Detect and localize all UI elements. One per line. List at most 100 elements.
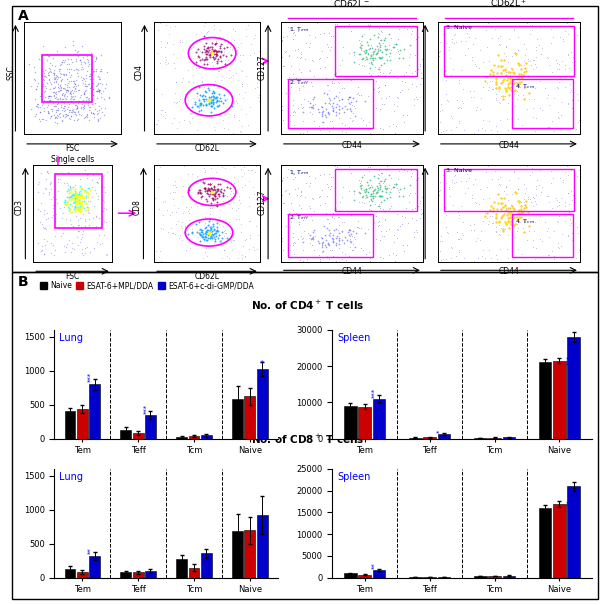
Point <box>76 174 85 184</box>
Point <box>483 18 493 28</box>
Point <box>59 90 69 100</box>
Point <box>158 197 168 207</box>
Point <box>496 199 506 209</box>
Point <box>211 200 221 210</box>
Point <box>437 237 447 246</box>
Point <box>521 44 531 54</box>
Text: CD62L$^-$: CD62L$^-$ <box>333 0 371 8</box>
Point <box>206 231 216 241</box>
Point <box>365 68 374 78</box>
Point <box>173 97 182 107</box>
Point <box>506 67 515 76</box>
Point <box>506 82 516 91</box>
Point <box>84 94 94 103</box>
Point <box>374 65 384 74</box>
Point <box>493 83 503 93</box>
Point <box>50 213 60 223</box>
Point <box>239 162 248 171</box>
Point <box>523 54 533 64</box>
Point <box>289 70 298 79</box>
Point <box>81 198 91 208</box>
Point <box>243 21 253 30</box>
Point <box>538 182 547 192</box>
Point <box>481 167 491 177</box>
Point <box>512 78 522 88</box>
Point <box>246 165 256 175</box>
Point <box>89 84 98 94</box>
Point <box>57 94 67 104</box>
Point <box>288 174 298 184</box>
Point <box>496 41 506 50</box>
Point <box>397 76 406 86</box>
Point <box>348 245 358 255</box>
Point <box>35 107 45 117</box>
Point <box>362 192 371 201</box>
Point <box>497 77 507 87</box>
Point <box>380 215 390 224</box>
Point <box>80 79 90 89</box>
Point <box>228 44 237 53</box>
Point <box>564 71 574 81</box>
Point <box>85 102 94 112</box>
Point <box>214 191 223 201</box>
Point <box>201 243 211 253</box>
Point <box>365 53 375 62</box>
Point <box>62 239 71 249</box>
Point <box>219 231 228 241</box>
Point <box>554 59 564 69</box>
Point <box>305 203 315 212</box>
Point <box>358 53 368 63</box>
Point <box>198 229 208 238</box>
Point <box>83 243 92 252</box>
Point <box>364 166 373 175</box>
Point <box>39 204 49 214</box>
Point <box>57 105 66 115</box>
Point <box>194 188 204 197</box>
Point <box>347 246 356 255</box>
Point <box>204 183 213 193</box>
Point <box>329 79 339 88</box>
Point <box>397 211 406 221</box>
Point <box>64 82 74 92</box>
Point <box>453 71 463 81</box>
Point <box>298 106 308 116</box>
Point <box>495 98 505 108</box>
Point <box>71 203 81 212</box>
Point <box>76 110 85 120</box>
Point <box>364 183 374 193</box>
Point <box>218 190 228 200</box>
Point <box>512 220 522 229</box>
Point <box>496 213 506 223</box>
Point <box>59 83 69 93</box>
Point <box>290 31 300 41</box>
Point <box>571 125 580 134</box>
Point <box>104 93 114 103</box>
Point <box>201 94 211 103</box>
Point <box>334 243 344 252</box>
Point <box>210 190 219 200</box>
Point <box>216 47 226 57</box>
Point <box>303 228 313 238</box>
Point <box>304 30 314 40</box>
Point <box>315 170 324 180</box>
Point <box>350 186 359 195</box>
Point <box>443 229 453 238</box>
Point <box>196 194 206 203</box>
Point <box>47 212 56 222</box>
Point <box>73 220 83 230</box>
Point <box>59 70 68 79</box>
Point <box>72 100 82 110</box>
Point <box>359 198 369 208</box>
Point <box>350 103 359 113</box>
Point <box>220 95 230 105</box>
Point <box>456 234 466 244</box>
Point <box>385 224 394 234</box>
Point <box>170 113 179 123</box>
Point <box>71 56 81 66</box>
Point <box>76 64 86 74</box>
Point <box>204 220 213 230</box>
Point <box>199 234 208 243</box>
Point <box>219 44 229 53</box>
Bar <box>567 486 580 578</box>
Point <box>70 84 80 94</box>
